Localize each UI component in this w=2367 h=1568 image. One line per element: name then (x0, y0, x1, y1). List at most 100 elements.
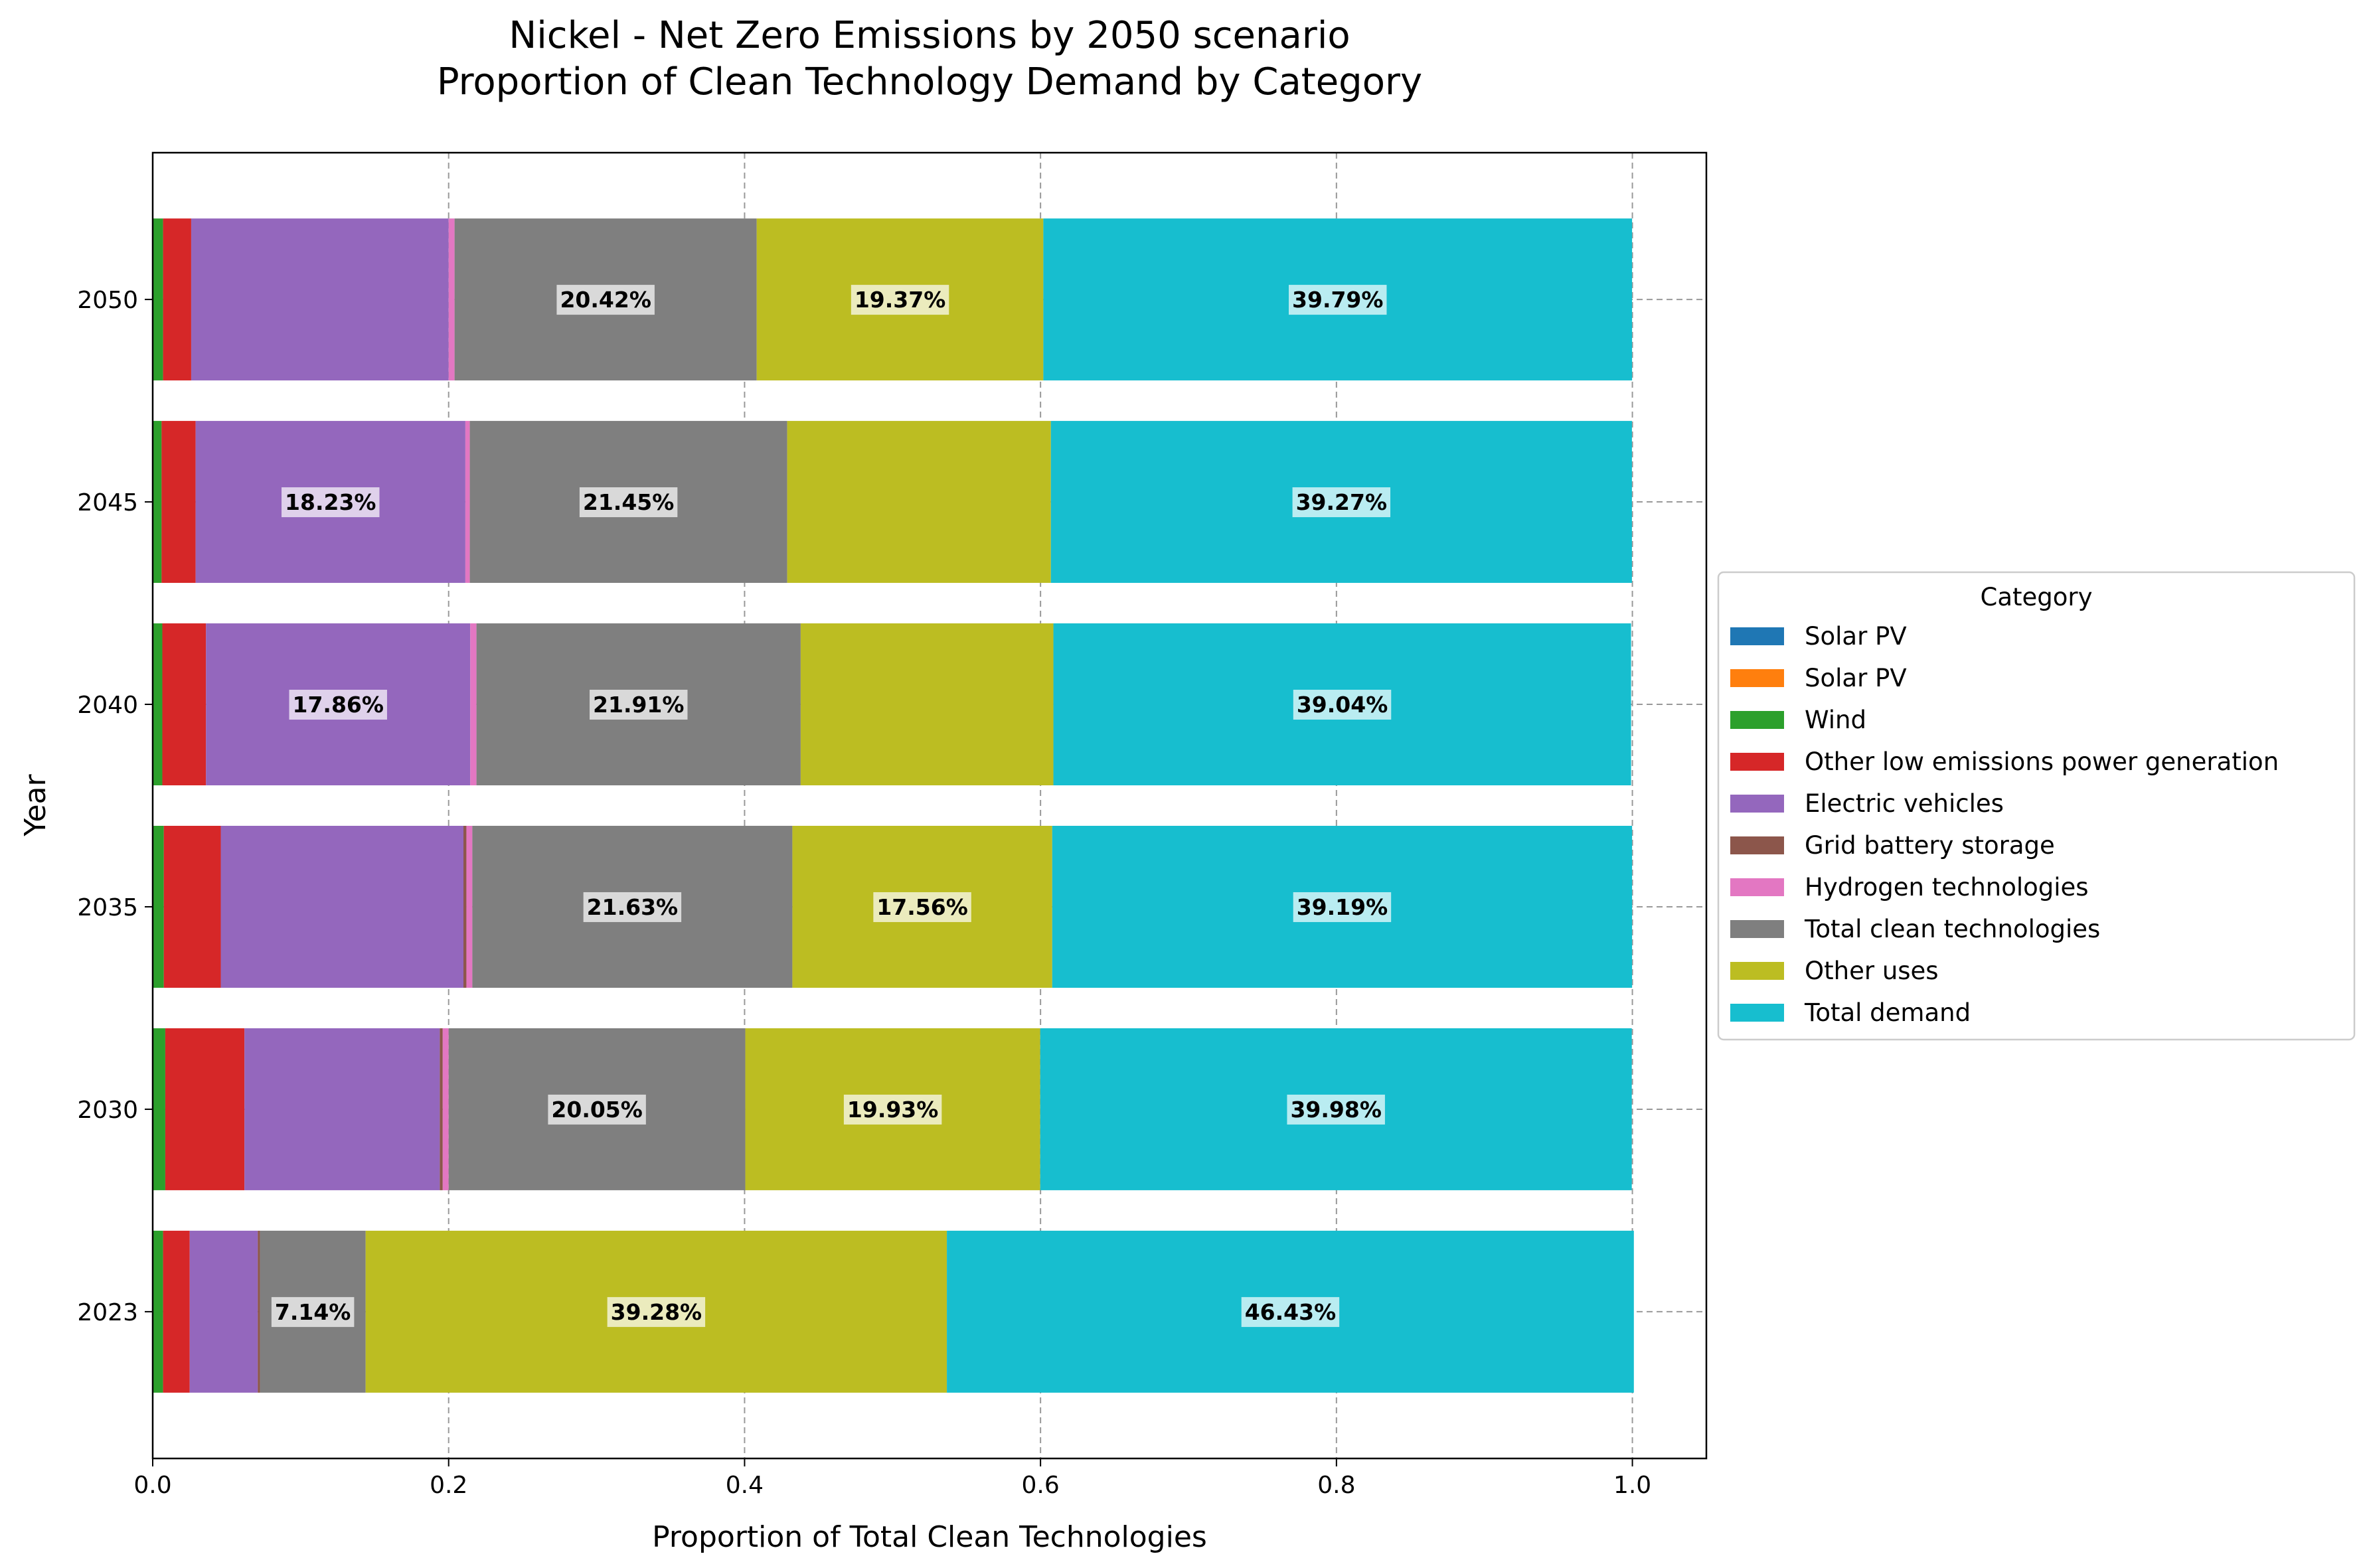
bar-segment (153, 623, 163, 786)
y-tick-label: 2040 (77, 692, 138, 719)
bar-data-label-background (607, 1296, 706, 1327)
bar-data-label-text: 39.27% (1296, 489, 1387, 515)
bar-data-label-text: 17.56% (876, 894, 967, 920)
bar-data-label: 17.86% (289, 690, 387, 720)
bar-segment (153, 1028, 165, 1190)
bar-data-label-background (851, 285, 949, 315)
bar-data-label-background (590, 690, 688, 720)
bar-data-label-text: 18.23% (285, 489, 376, 515)
legend-swatch (1730, 753, 1784, 771)
bar-data-label: 46.43% (1241, 1296, 1340, 1327)
bar-segment (244, 1028, 440, 1190)
bar-segment (153, 1230, 163, 1393)
bar-data-label-text: 21.91% (593, 692, 684, 718)
x-axis-label: Proportion of Total Clean Technologies (652, 1520, 1207, 1554)
bar-data-label-background (1292, 487, 1391, 518)
legend-swatch (1730, 962, 1784, 980)
y-tick-label: 2030 (77, 1097, 138, 1124)
legend-entry-label: Solar PV (1805, 622, 1907, 651)
bar-data-label-background (556, 285, 655, 315)
bar-data-label: 39.04% (1293, 690, 1392, 720)
chart-subtitle: Proportion of Clean Technology Demand by… (437, 60, 1422, 104)
bar-data-label: 39.28% (607, 1296, 706, 1327)
bar-data-label-background (583, 892, 682, 922)
bar-segment (220, 825, 463, 988)
legend-entry-label: Solar PV (1805, 664, 1907, 692)
bar-data-label-background (282, 487, 380, 518)
bar-data-label: 39.98% (1287, 1094, 1385, 1125)
bar-segment (153, 421, 162, 584)
y-tick-label: 2035 (77, 894, 138, 921)
bar-data-label: 20.42% (556, 285, 655, 315)
bar-segment (463, 825, 467, 988)
legend-swatch (1730, 711, 1784, 729)
bar-data-label-background (1293, 690, 1392, 720)
legend-entry-label: Total clean technologies (1804, 915, 2100, 943)
bar-data-label-background (873, 892, 971, 922)
bar-data-label-background (579, 487, 678, 518)
bar-data-label-background (843, 1094, 942, 1125)
y-tick-label: 2023 (77, 1299, 138, 1326)
bar-segment (442, 1028, 449, 1190)
bar-segment (163, 1230, 190, 1393)
legend-swatch (1730, 627, 1784, 645)
legend-swatch (1730, 795, 1784, 813)
bar-data-label: 21.45% (579, 487, 678, 518)
bar-data-label-text: 39.04% (1297, 692, 1388, 718)
bar-data-label: 17.56% (873, 892, 971, 922)
bar-data-label-background (1293, 892, 1392, 922)
bar-segment (161, 421, 196, 584)
x-tick-label: 0.0 (133, 1472, 171, 1499)
legend-frame (1717, 571, 2356, 1041)
bar-data-labels: 20.42% 19.37% 39.79% 18.23% 21.45% 39.27% 17.8… (271, 285, 1392, 1327)
legend-entry-label: Total demand (1804, 998, 1971, 1027)
bar-data-label-text: 19.37% (855, 287, 945, 313)
bar-data-label-text: 39.98% (1290, 1097, 1381, 1123)
y-axis-ticks: 2050 2045 2040 2035 2030 2023 (77, 287, 153, 1326)
bar-data-label-text: 7.14% (275, 1299, 351, 1325)
x-tick-label: 0.8 (1317, 1472, 1355, 1499)
legend-entry-label: Electric vehicles (1805, 789, 2004, 818)
bar-data-label: 19.37% (851, 285, 949, 315)
legend-entry-label: Grid battery storage (1805, 831, 2055, 860)
legend-swatch (1730, 878, 1784, 896)
bar-data-label-background (1289, 285, 1387, 315)
legend-title: Category (1980, 583, 2092, 611)
x-tick-label: 0.4 (726, 1472, 764, 1499)
bar-segment (153, 825, 164, 988)
bar-segment (466, 825, 473, 988)
bar-data-label: 18.23% (282, 487, 380, 518)
bar-segment (165, 1028, 245, 1190)
y-tick-label: 2050 (77, 287, 138, 314)
bar-data-label-text: 39.79% (1292, 287, 1383, 313)
bar-segment (163, 218, 191, 381)
plot-frame (151, 151, 1708, 1460)
y-axis-label: Year (19, 774, 52, 837)
bar-data-label: 21.63% (583, 892, 682, 922)
bar-data-label-background (289, 690, 387, 720)
legend-entry-label: Wind (1805, 706, 1866, 734)
bar-data-label-text: 46.43% (1245, 1299, 1336, 1325)
chart-title: Nickel - Net Zero Emissions by 2050 scen… (509, 14, 1350, 57)
bar-data-label-background (1287, 1094, 1385, 1125)
bar-segment (470, 623, 477, 786)
bar-data-label-background (1241, 1296, 1340, 1327)
bar-data-label-text: 20.05% (551, 1097, 642, 1123)
x-tick-label: 1.0 (1613, 1472, 1651, 1499)
bars (153, 218, 1634, 1393)
bar-segment (440, 1028, 443, 1190)
bar-data-label: 7.14% (271, 1296, 355, 1327)
legend-swatch (1730, 1004, 1784, 1022)
bar-data-label-text: 21.45% (583, 489, 674, 515)
bar-segment (163, 825, 221, 988)
bar-data-label-background (548, 1094, 646, 1125)
legend: Category Solar PV Solar PV Wind Other low e… (1717, 571, 2356, 1041)
bar-data-label: 39.27% (1292, 487, 1391, 518)
bar-data-label-text: 39.19% (1297, 894, 1388, 920)
bar-data-label: 39.79% (1289, 285, 1387, 315)
legend-entry-label: Hydrogen technologies (1805, 873, 2089, 902)
legend-entry-label: Other uses (1805, 957, 1939, 985)
legend-swatch (1730, 920, 1784, 938)
bar-data-label: 39.19% (1293, 892, 1392, 922)
